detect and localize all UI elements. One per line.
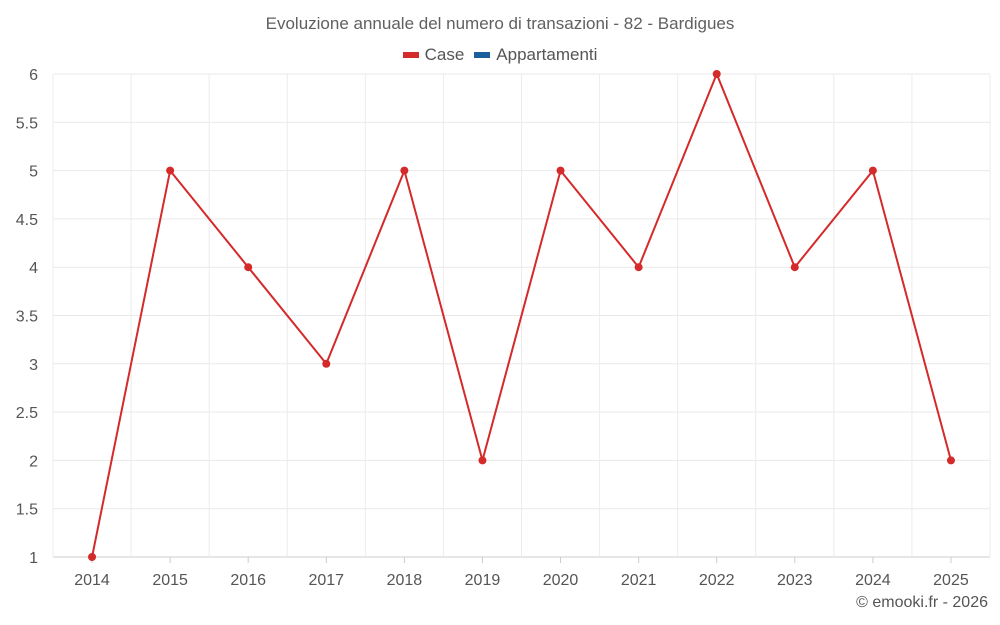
x-tick-label: 2024 (855, 572, 891, 589)
data-point[interactable] (166, 166, 175, 175)
y-tick-label: 1 (29, 550, 38, 567)
x-tick-label: 2020 (543, 572, 579, 589)
legend-item-appartamenti[interactable]: Appartamenti (474, 45, 597, 65)
x-tick-label: 2014 (74, 572, 110, 589)
data-point[interactable] (322, 359, 331, 368)
data-point[interactable] (712, 70, 721, 78)
y-tick-label: 4.5 (16, 212, 38, 229)
legend-label-appartamenti: Appartamenti (496, 45, 598, 64)
data-point[interactable] (946, 456, 955, 465)
x-tick-label: 2017 (308, 572, 344, 589)
x-tick-label: 2019 (465, 572, 501, 589)
credits[interactable]: © emooki.fr - 2026 (856, 594, 988, 611)
x-tick-label: 2016 (230, 572, 266, 589)
y-tick-label: 6 (29, 67, 38, 84)
x-tick-label: 2018 (387, 572, 423, 589)
legend-label-case: Case (424, 45, 465, 64)
legend: Case Appartamenti (0, 45, 1000, 65)
data-point[interactable] (400, 166, 409, 175)
y-tick-label: 5 (29, 164, 38, 181)
y-tick-label: 3 (29, 357, 38, 374)
x-tick-label: 2025 (933, 572, 969, 589)
legend-item-case[interactable]: Case (402, 45, 465, 65)
legend-swatch-case (402, 52, 419, 58)
x-tick-label: 2023 (777, 572, 813, 589)
x-tick-label: 2021 (621, 572, 657, 589)
y-tick-label: 2 (29, 453, 38, 470)
series-line-0 (91, 73, 952, 558)
x-tick-label: 2022 (699, 572, 735, 589)
x-tick-label: 2015 (152, 572, 188, 589)
y-tick-label: 5.5 (16, 115, 38, 132)
data-point[interactable] (868, 166, 877, 175)
data-point[interactable] (88, 553, 97, 561)
y-tick-label: 2.5 (16, 405, 38, 422)
data-point[interactable] (634, 263, 643, 272)
chart-title: Evoluzione annuale del numero di transaz… (265, 14, 735, 33)
data-point[interactable] (790, 263, 799, 272)
y-tick-label: 3.5 (16, 309, 38, 326)
y-tick-label: 1.5 (16, 502, 38, 519)
data-point[interactable] (478, 456, 487, 465)
data-point[interactable] (556, 166, 565, 175)
y-tick-label: 4 (29, 260, 38, 277)
legend-swatch-appartamenti (474, 52, 491, 58)
data-point[interactable] (244, 263, 253, 272)
